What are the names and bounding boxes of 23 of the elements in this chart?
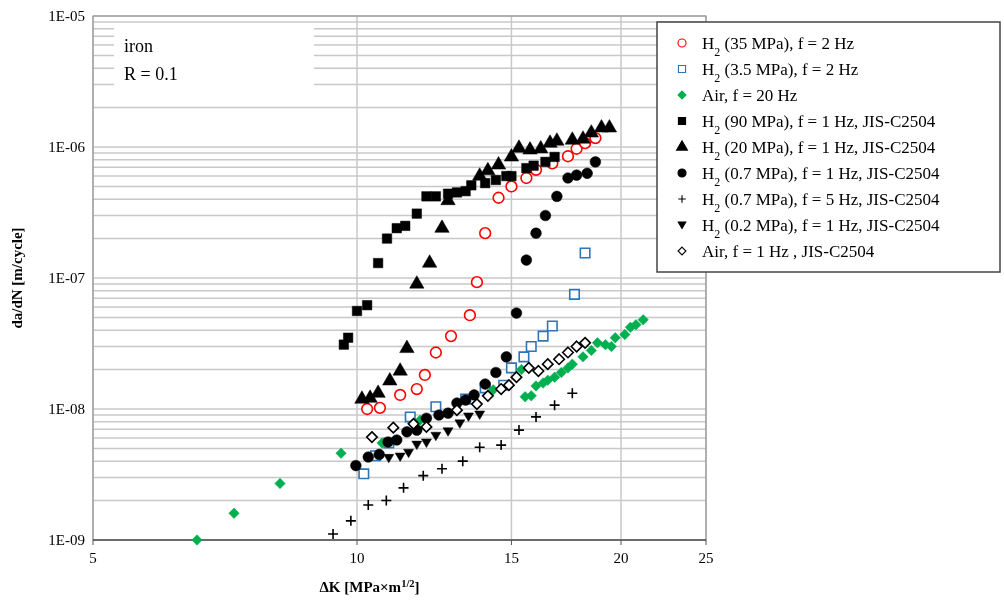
y-tick-label: 1E-07 bbox=[48, 270, 86, 286]
annotation: R = 0.1 bbox=[124, 64, 178, 84]
annotation: iron bbox=[124, 36, 153, 56]
x-tick-label: 5 bbox=[89, 550, 97, 566]
x-tick-label: 10 bbox=[349, 550, 365, 566]
legend-label: H$_{2}$ (90 MPa), f = 1 Hz, JIS-C2504 bbox=[702, 112, 936, 137]
y-tick-label: 1E-08 bbox=[48, 401, 85, 417]
legend-label: H$_{2}$ (3.5 MPa), f = 2 Hz bbox=[702, 60, 859, 85]
y-axis-title: da/dN [m/cycle] bbox=[9, 227, 25, 329]
x-tick-label: 25 bbox=[698, 550, 714, 566]
legend-label: Air, f = 1 Hz , JIS-C2504 bbox=[702, 242, 875, 261]
x-tick-label: 15 bbox=[503, 550, 519, 566]
legend-label: Air, f = 20 Hz bbox=[702, 86, 798, 105]
legend-label: H$_{2}$ (35 MPa), f = 2 Hz bbox=[702, 34, 855, 59]
x-tick-label: 20 bbox=[613, 550, 629, 566]
y-tick-label: 1E-06 bbox=[48, 139, 86, 155]
x-axis-title: ΔK [MPa×m$^{1/2}$] bbox=[319, 577, 420, 595]
y-tick-label: 1E-05 bbox=[48, 8, 85, 24]
y-tick-label: 1E-09 bbox=[48, 532, 85, 548]
legend-label: H$_{2}$ (0.7 MPa), f = 1 Hz, JIS-C2504 bbox=[702, 164, 940, 189]
legend-label: H$_{2}$ (0.2 MPa), f = 1 Hz, JIS-C2504 bbox=[702, 216, 940, 241]
legend-label: H$_{2}$ (20 MPa), f = 1 Hz, JIS-C2504 bbox=[702, 138, 936, 163]
legend-label: H$_{2}$ (0.7 MPa), f = 5 Hz, JIS-C2504 bbox=[702, 190, 940, 215]
